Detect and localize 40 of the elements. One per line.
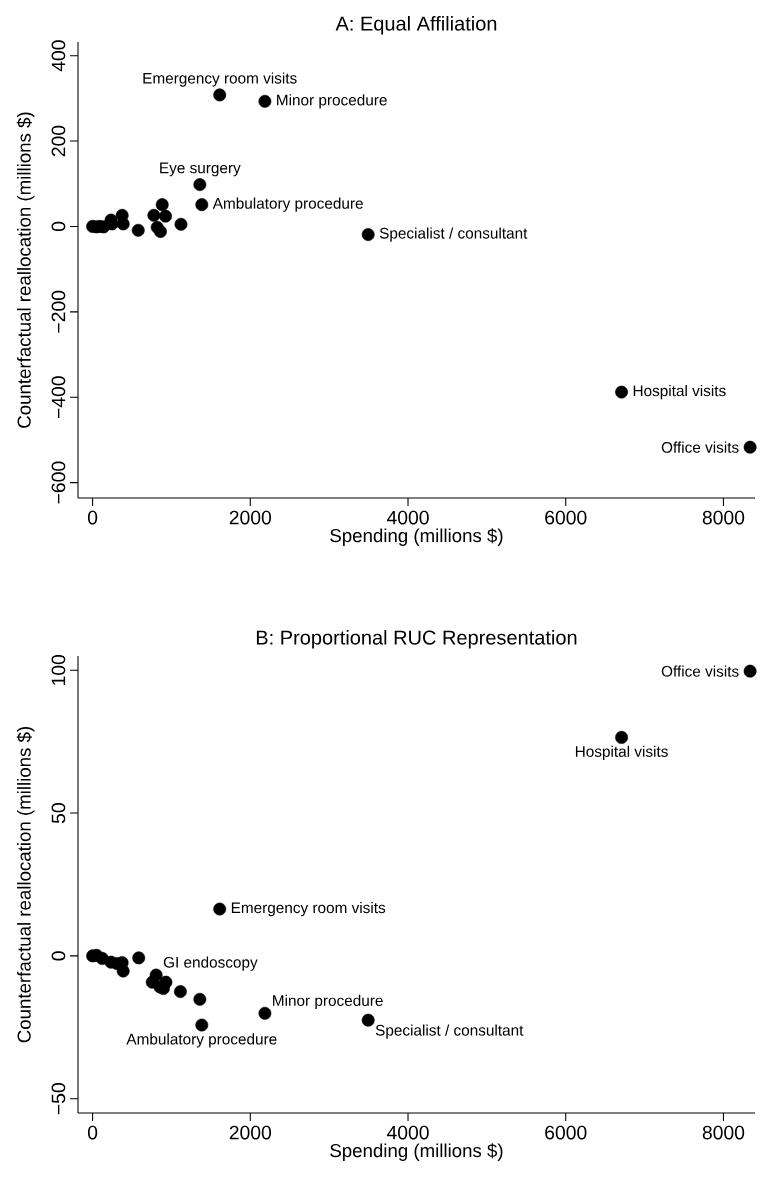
y-tick-label: −200 [51,290,66,333]
x-tick-label: 2000 [229,510,272,525]
y-tick-label: 0 [51,221,66,232]
x-tick-label: 8000 [702,510,745,525]
annotation: GI endoscopy [163,956,258,971]
y-tick-label: 50 [51,803,66,824]
y-tick-label: 400 [51,40,66,72]
annotation: Office visits [661,441,739,453]
x-axis-title: Spending (millions $) [330,528,503,546]
chart-title: B: Proportional RUC Representation [256,629,577,649]
annotation: Minor procedure [273,994,383,1010]
annotation: Emergency room visits [231,901,386,917]
x-tick-label: 4000 [386,1125,429,1140]
x-tick-label: 6000 [545,1125,587,1140]
x-tick-label: 0 [87,510,98,525]
annotation: Ambulatory procedure [212,197,363,212]
y-axis-title: Counterfactual reallocation (millions $) [16,726,35,1043]
y-axis-title: Counterfactual reallocation (millions $) [16,112,35,428]
chart-title: A: Equal Affiliation [335,15,497,35]
y-tick-label: 100 [51,654,66,685]
y-tick-label: −600 [51,461,66,504]
annotation: Emergency room visits [143,72,297,87]
x-axis-title: Spending (millions $) [330,1143,503,1161]
annotation: Specialist / consultant [375,1024,524,1039]
annotation: Ambulatory procedure [126,1033,277,1048]
x-tick-label: 6000 [545,510,587,525]
y-tick-label: −50 [51,1083,66,1115]
x-tick-label: 2000 [229,1125,272,1140]
annotation: Hospital visits [633,384,726,400]
annotation: Eye surgery [160,162,241,177]
y-tick-label: 0 [51,951,66,961]
x-tick-label: 0 [87,1125,98,1140]
y-tick-label: −400 [51,376,66,419]
y-tick-label: 200 [51,125,66,157]
annotation: Hospital visits [575,745,668,760]
x-tick-label: 8000 [702,1125,745,1140]
x-tick-label: 4000 [386,510,429,525]
annotation: Office visits [661,665,739,677]
annotation: Minor procedure [277,94,387,109]
annotation: Specialist / consultant [379,227,528,242]
